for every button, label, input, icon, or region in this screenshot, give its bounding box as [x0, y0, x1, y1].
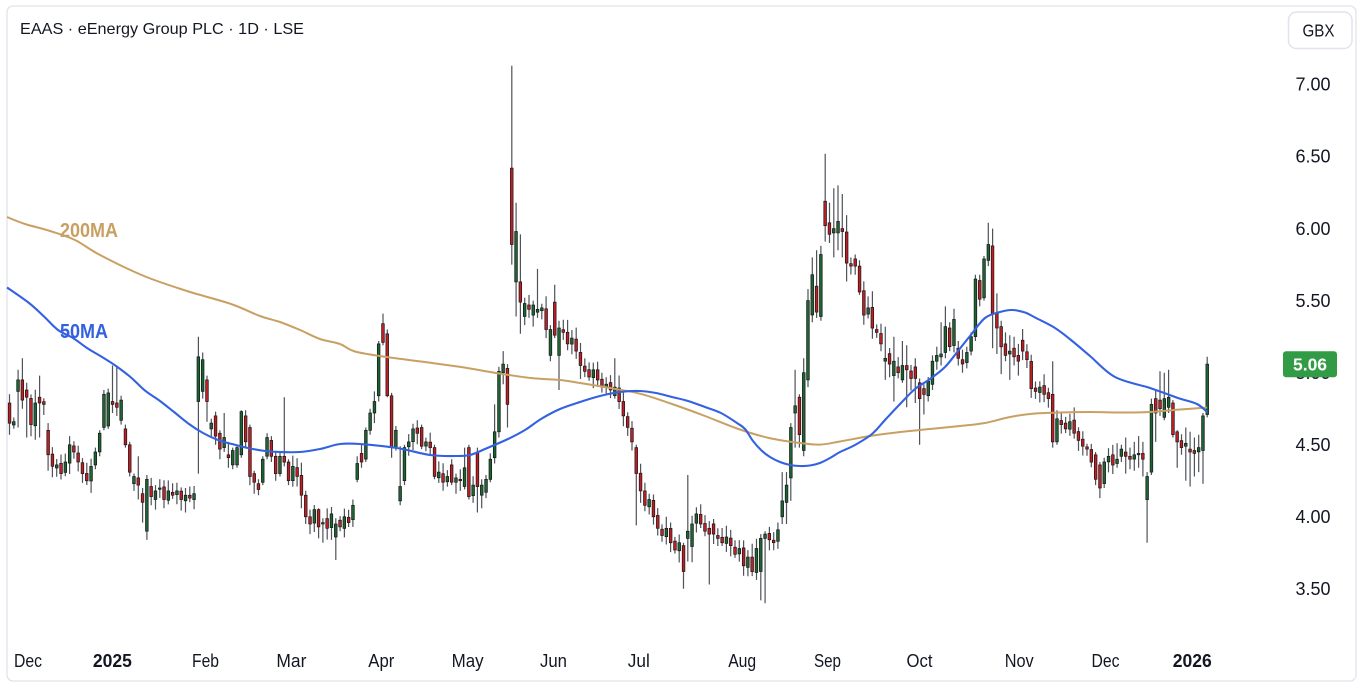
svg-text:Apr: Apr — [368, 651, 394, 671]
svg-text:6.00: 6.00 — [1295, 219, 1330, 239]
svg-text:Sep: Sep — [814, 651, 841, 671]
svg-text:Aug: Aug — [728, 651, 756, 671]
svg-text:7.00: 7.00 — [1295, 75, 1330, 95]
svg-text:Feb: Feb — [192, 651, 219, 671]
svg-text:Mar: Mar — [276, 651, 306, 671]
svg-text:5.06: 5.06 — [1293, 355, 1327, 375]
svg-text:EAAS · eEnergy Group PLC · 1D: EAAS · eEnergy Group PLC · 1D · LSE — [20, 21, 304, 38]
svg-text:Jul: Jul — [628, 651, 650, 671]
svg-text:GBX: GBX — [1303, 21, 1335, 41]
svg-text:4.50: 4.50 — [1295, 435, 1330, 455]
svg-text:Nov: Nov — [1005, 651, 1034, 671]
svg-text:50MA: 50MA — [60, 321, 108, 343]
svg-text:4.00: 4.00 — [1295, 507, 1330, 527]
svg-text:6.50: 6.50 — [1295, 147, 1330, 167]
svg-text:3.50: 3.50 — [1295, 579, 1330, 599]
svg-text:5.50: 5.50 — [1295, 291, 1330, 311]
svg-text:Dec: Dec — [1092, 651, 1120, 671]
svg-text:200MA: 200MA — [60, 220, 118, 242]
svg-text:Dec: Dec — [14, 651, 42, 671]
svg-text:2026: 2026 — [1173, 651, 1212, 671]
svg-text:2025: 2025 — [93, 651, 132, 671]
svg-text:Oct: Oct — [907, 651, 933, 671]
svg-text:Jun: Jun — [540, 651, 567, 671]
svg-text:May: May — [452, 651, 484, 671]
